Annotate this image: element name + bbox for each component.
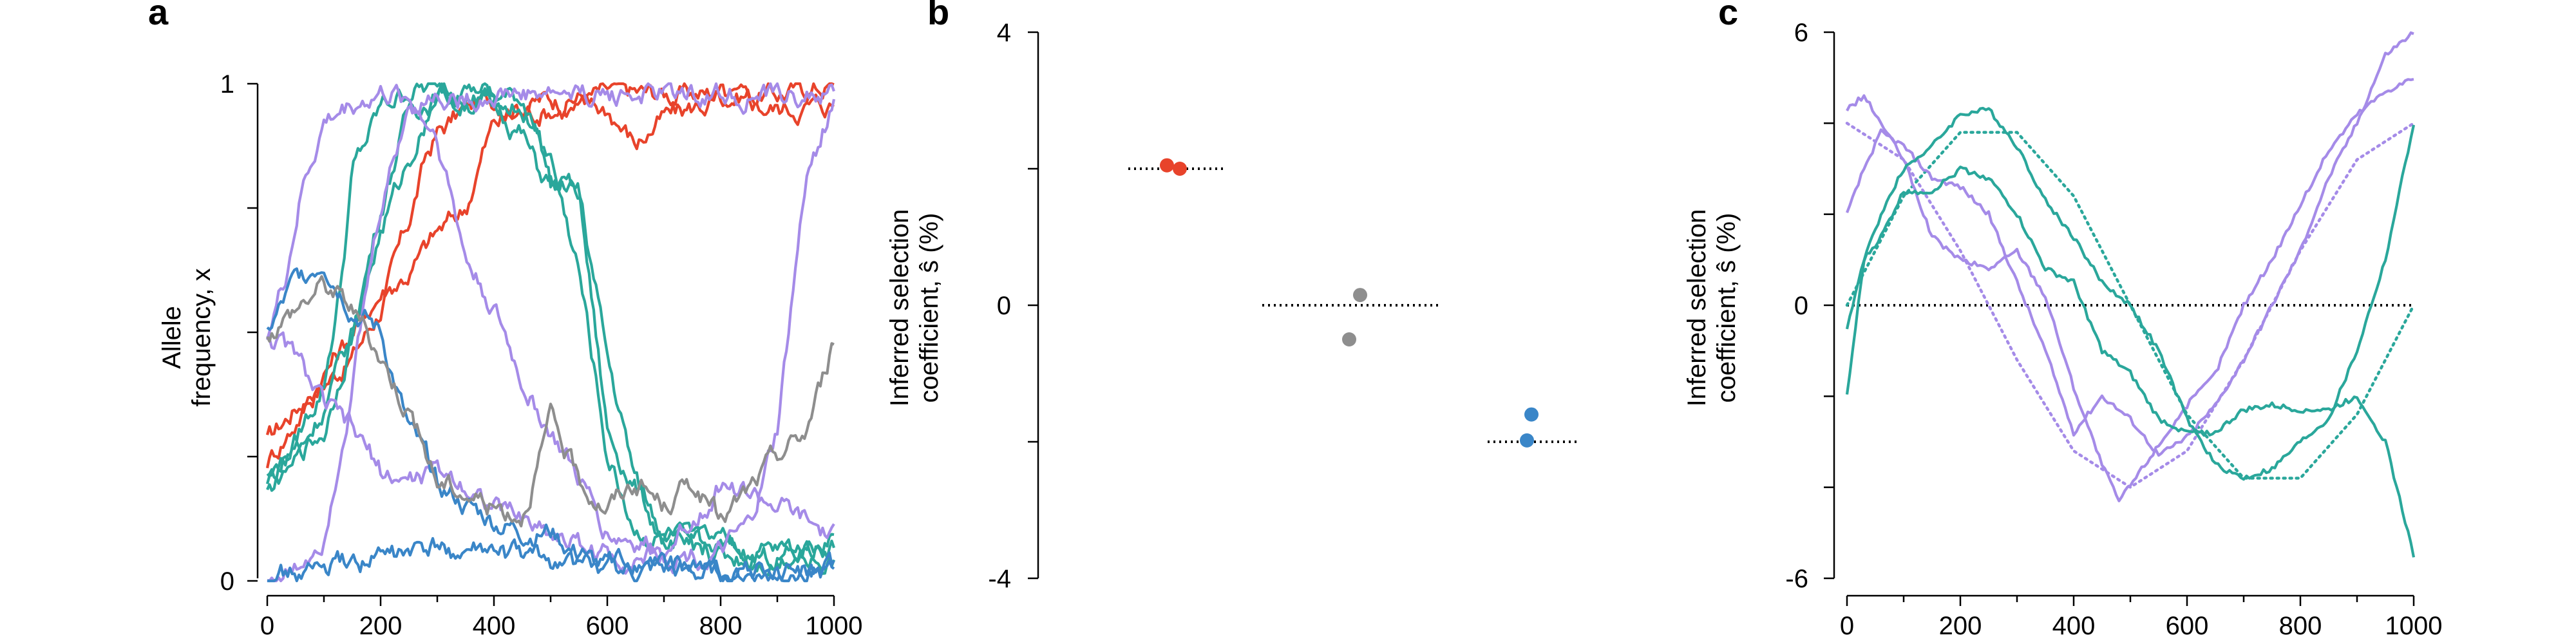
panel-a-series-teal-3 bbox=[266, 82, 835, 564]
panel-b-point-blue bbox=[1524, 407, 1539, 422]
panel-b-axes: -4 0 4 bbox=[988, 19, 1039, 593]
panel-a-series-blue-9 bbox=[267, 536, 835, 583]
panel-a-x-tick-label: 1000 bbox=[806, 612, 863, 640]
panel-c-x-tick-label: 400 bbox=[2052, 612, 2096, 640]
panel-c-y-tick-label: -6 bbox=[1785, 565, 1808, 593]
panel-c-inferred-curve-purple-2 bbox=[1846, 77, 2414, 503]
panel-a-ylabel-line1: Allele bbox=[158, 306, 186, 369]
panel-c-inferred-curve-purple-3 bbox=[1846, 31, 2414, 457]
panel-a-x-tick-label: 600 bbox=[586, 612, 629, 640]
panel-a-axes: 0 1 0 200 400 600 800 1000 bbox=[220, 70, 863, 640]
panel-a-x-tick-label: 200 bbox=[359, 612, 402, 640]
panel-a-ylabel-line2: frequency, x bbox=[187, 269, 216, 407]
panel-c-x-tick-label: 200 bbox=[1939, 612, 1982, 640]
panel-b-point-gray bbox=[1353, 288, 1367, 303]
panel-c-x-tick-label: 0 bbox=[1840, 612, 1854, 640]
panel-c-inferred-curve-teal-5 bbox=[1845, 166, 2416, 558]
panel-b: Inferred selection coefficient, ŝ (%) -4… bbox=[886, 19, 1578, 593]
panel-a-x-tick-label: 800 bbox=[699, 612, 743, 640]
panel-a-lines bbox=[265, 82, 836, 583]
panel-c-x-tick-label: 1000 bbox=[2385, 612, 2443, 640]
panel-a-series-purple-5 bbox=[265, 84, 836, 574]
panel-a-y-tick-label: 0 bbox=[220, 567, 234, 596]
panel-c-true-curve-purple bbox=[1845, 122, 2416, 489]
panel-b-y-tick-label: -4 bbox=[988, 565, 1011, 593]
panel-c-lines bbox=[1845, 31, 2416, 558]
panel-c-inferred-curve-teal-4 bbox=[1845, 106, 2416, 481]
panel-b-y-tick-label: 4 bbox=[997, 19, 1011, 47]
panel-c-x-tick-label: 800 bbox=[2279, 612, 2322, 640]
panel-label-c: c bbox=[1718, 0, 1738, 32]
panel-a: Allele frequency, x 0 1 0 200 400 600 800 1000 bbox=[158, 70, 862, 640]
panel-c-axes: -6 0 6 0 200 400 600 800 1000 bbox=[1785, 19, 2442, 640]
panel-b-point-blue bbox=[1520, 433, 1534, 448]
panel-a-y-tick-label: 1 bbox=[220, 70, 234, 99]
panel-a-series-gray-10 bbox=[266, 275, 835, 528]
panel-b-ylabel-line2: coefficient, ŝ (%) bbox=[915, 213, 943, 403]
panel-a-series-red-1 bbox=[265, 83, 835, 469]
panel-a-series-red-0 bbox=[265, 82, 835, 436]
panel-b-marks bbox=[1128, 158, 1578, 448]
panel-c: Inferred selection coefficient, ŝ (%) -6… bbox=[1683, 19, 2442, 640]
panel-b-point-red bbox=[1173, 162, 1187, 176]
panel-label-a: a bbox=[148, 0, 169, 32]
panel-a-x-tick-label: 0 bbox=[260, 612, 274, 640]
panel-a-series-teal-4 bbox=[266, 82, 835, 577]
panel-b-y-tick-label: 0 bbox=[997, 292, 1011, 320]
panel-c-ylabel-line2: coefficient, ŝ (%) bbox=[1712, 213, 1741, 403]
panel-c-ylabel-line1: Inferred selection bbox=[1683, 209, 1711, 407]
panel-label-b: b bbox=[927, 0, 949, 32]
panel-b-point-gray bbox=[1342, 332, 1356, 346]
panel-b-ylabel-line1: Inferred selection bbox=[886, 209, 914, 407]
panel-b-point-red bbox=[1160, 158, 1174, 173]
panel-c-x-tick-label: 600 bbox=[2166, 612, 2209, 640]
panel-c-y-tick-label: 6 bbox=[1794, 19, 1808, 47]
panel-c-y-tick-label: 0 bbox=[1794, 292, 1808, 320]
panel-a-x-tick-label: 400 bbox=[473, 612, 516, 640]
